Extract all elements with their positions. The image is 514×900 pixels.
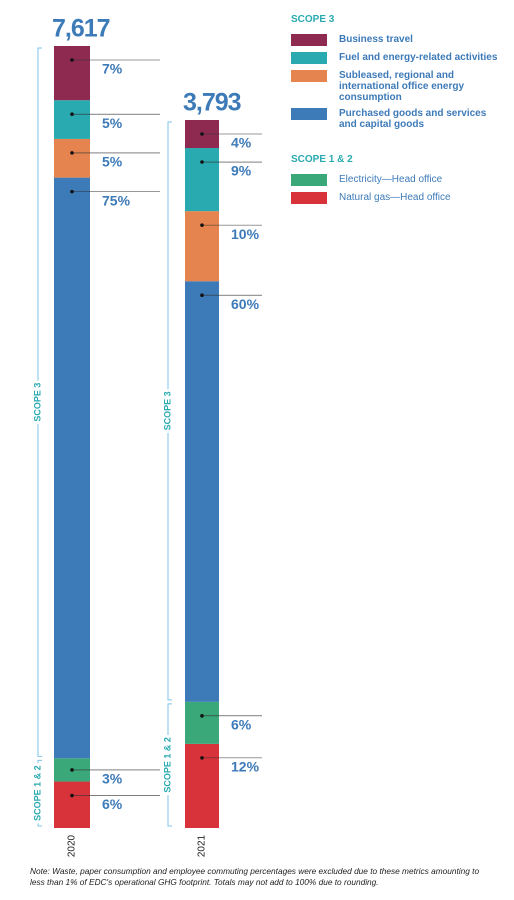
value-label: 5% [102, 115, 123, 131]
bar-segment [54, 781, 90, 828]
scope-bracket [167, 121, 172, 701]
total-label: 7,617 [52, 15, 110, 43]
legend-heading: SCOPE 3 [291, 14, 335, 25]
value-label: 5% [102, 154, 123, 170]
value-label: 6% [231, 717, 252, 733]
legend-swatch [291, 108, 327, 120]
note: Note: Waste, paper consumption and emplo… [30, 866, 480, 887]
legend: SCOPE 3 Business travel Fuel and energy-re… [291, 14, 506, 210]
scope-bracket [37, 47, 42, 757]
bar-segment [54, 46, 90, 101]
leader-dot [200, 160, 204, 164]
leader-dot [200, 132, 204, 136]
legend-group: SCOPE 1 & 2 Electricity—Head office Natura… [291, 154, 506, 205]
legend-swatch [291, 70, 327, 82]
value-label: 10% [231, 226, 260, 242]
scope-label: SCOPE 1 & 2 [162, 737, 172, 793]
legend-label: Purchased goods and services and capital… [339, 108, 487, 130]
leader-dot [70, 151, 74, 155]
leader-dot [200, 756, 204, 760]
leader-dot [70, 112, 74, 116]
leader-dot [70, 58, 74, 62]
legend-swatch [291, 34, 327, 46]
leader-dot [200, 293, 204, 298]
total-label: 3,793 [183, 89, 241, 117]
value-label: 75% [102, 192, 131, 208]
leader-dot [70, 768, 74, 772]
scope-bracket [167, 703, 172, 827]
value-label: 4% [231, 135, 252, 151]
legend-label: Natural gas—Head office [339, 192, 451, 203]
leader-dot [200, 223, 204, 227]
scope-label: SCOPE 3 [32, 383, 42, 422]
bar-segment [54, 100, 90, 139]
x-tick-label: 2020 [67, 834, 78, 857]
scope-label: SCOPE 1 & 2 [32, 765, 42, 821]
legend-label: Subleased, regional and international of… [339, 70, 465, 103]
legend-group: SCOPE 3 Business travel Fuel and energy-re… [291, 14, 506, 130]
legend-label: Fuel and energy-related activities [339, 52, 498, 63]
legend-item: Fuel and energy-related activities [291, 52, 506, 65]
legend-label: Electricity—Head office [339, 174, 443, 185]
legend-item: Purchased goods and services and capital… [291, 108, 506, 130]
bar-segment [185, 281, 219, 702]
value-label: 60% [231, 296, 260, 312]
bar-segment [185, 148, 219, 212]
bar-segment [185, 701, 219, 744]
legend-swatch [291, 192, 327, 204]
value-label: 12% [231, 759, 260, 775]
legend-item: Natural gas—Head office [291, 192, 506, 205]
bar-segment [185, 211, 219, 282]
bar-segment [54, 177, 90, 759]
value-label: 9% [231, 163, 252, 179]
legend-swatch [291, 52, 327, 64]
legend-item: Electricity—Head office [291, 174, 506, 187]
legend-label: Business travel [339, 34, 413, 45]
leader-dot [200, 714, 204, 718]
scope-bracket [37, 759, 42, 827]
legend-item: Subleased, regional and international of… [291, 70, 506, 103]
legend-swatch [291, 174, 327, 186]
legend-item: Business travel [291, 34, 506, 47]
x-tick-label: 2021 [197, 834, 208, 857]
bar-segment [54, 138, 90, 178]
leader-dot [70, 189, 74, 194]
legend-heading: SCOPE 1 & 2 [291, 154, 353, 165]
scope-label: SCOPE 3 [162, 391, 172, 430]
value-label: 7% [102, 61, 123, 77]
value-label: 6% [102, 796, 123, 812]
value-label: 3% [102, 771, 123, 787]
leader-dot [70, 793, 74, 798]
